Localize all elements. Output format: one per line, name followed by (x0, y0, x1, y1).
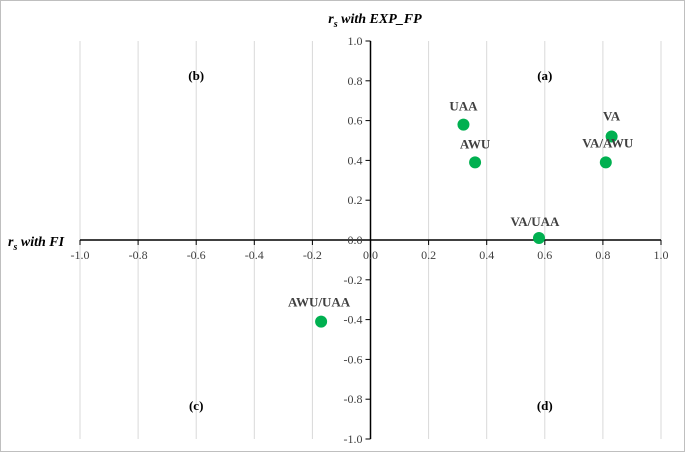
point-label-0: UAA (449, 99, 478, 114)
x-tick-label-7: 0.4 (479, 248, 494, 262)
quadrant-label-2: (c) (189, 398, 203, 413)
y-tick-label-7: -0.4 (344, 313, 363, 327)
y-tick-label-4: 0.2 (348, 193, 363, 207)
point-label-1: AWU (460, 136, 491, 151)
y-tick-label-10: -1.0 (344, 432, 363, 446)
x-axis-title: rs with FI (8, 235, 65, 253)
x-axis-title-main: r (8, 235, 14, 250)
x-axis-title-sub: s (12, 242, 17, 253)
y-axis-title: rs with EXP_FP (328, 12, 422, 30)
point-labels: UAA AWU VA VA/AWU VA/UAA AWU/UAA (288, 99, 634, 310)
x-tick-label-10: 1.0 (654, 248, 669, 262)
x-tick-label-5: 0.0 (363, 248, 378, 262)
x-tick-label-6: 0.2 (421, 248, 436, 262)
y-tick-label-8: -0.6 (344, 352, 363, 366)
data-point-4 (532, 232, 545, 245)
y-axis-title-main: r (328, 12, 334, 27)
quadrant-label-1: (b) (188, 68, 204, 83)
data-point-5 (315, 315, 328, 328)
y-axis-title-sub: s (333, 19, 338, 30)
data-points (315, 118, 618, 328)
point-label-4: VA/UAA (511, 214, 560, 229)
y-axis-title-rest: with EXP_FP (338, 12, 422, 27)
data-point-3 (599, 156, 612, 169)
quadrant-labels: (a) (b) (c) (d) (188, 68, 552, 413)
data-point-0 (457, 118, 470, 131)
y-tick-labels: 1.0 0.8 0.6 0.4 0.2 0.0 -0.2 -0.4 -0.6 -0.8 -1.0 (344, 34, 363, 446)
y-tick-label-2: 0.6 (348, 114, 363, 128)
x-tick-label-8: 0.6 (537, 248, 552, 262)
x-tick-label-1: -0.8 (129, 248, 148, 262)
point-label-5: AWU/UAA (288, 295, 351, 310)
data-point-2 (605, 130, 618, 143)
y-tick-label-9: -0.8 (344, 392, 363, 406)
x-tick-label-4: -0.2 (303, 248, 322, 262)
y-tick-label-1: 0.8 (348, 74, 363, 88)
x-tick-label-2: -0.6 (187, 248, 206, 262)
x-tick-label-9: 0.8 (595, 248, 610, 262)
y-tick-label-6: -0.2 (344, 273, 363, 287)
point-label-3: VA/AWU (582, 135, 634, 150)
quadrant-label-3: (d) (537, 398, 553, 413)
y-tick-label-3: 0.4 (348, 153, 363, 167)
x-tick-label-0: -1.0 (71, 248, 90, 262)
y-tick-label-5: 0.0 (348, 233, 363, 247)
axes (79, 40, 662, 440)
y-tick-label-0: 1.0 (348, 34, 363, 48)
data-point-1 (469, 156, 482, 169)
point-label-2: VA (603, 109, 621, 124)
x-tick-label-3: -0.4 (245, 248, 264, 262)
x-tick-labels: -1.0 -0.8 -0.6 -0.4 -0.2 0.0 0.2 0.4 0.6 0.8 1.0 (71, 248, 669, 262)
x-axis-title-rest: with FI (17, 235, 64, 250)
quadrant-label-0: (a) (537, 68, 552, 83)
